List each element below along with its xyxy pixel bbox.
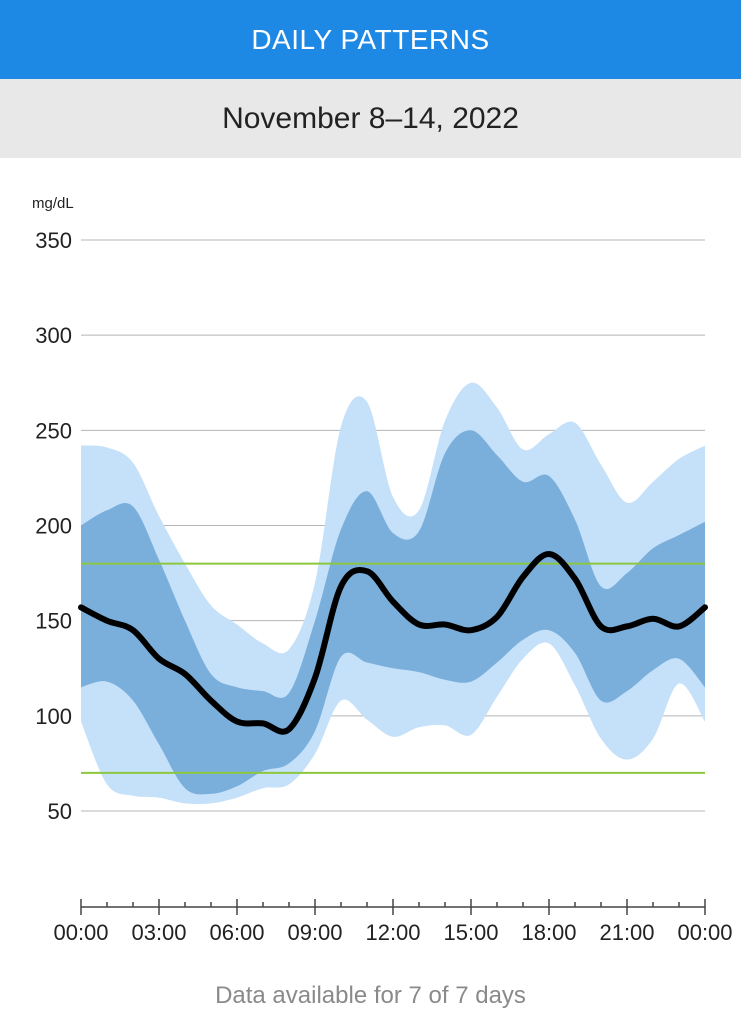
median-line [78, 551, 708, 735]
x-tick-label: 12:00 [365, 920, 420, 945]
y-tick-label: 300 [35, 323, 72, 348]
chart-area: mg/dL 350 300 250 200 150 100 50 00:00 03:00 06:00… [0, 158, 741, 1024]
y-axis-unit-label: mg/dL [32, 195, 74, 212]
y-tick-label: 100 [35, 704, 72, 729]
page-title: DAILY PATTERNS [251, 23, 490, 55]
daily-patterns-chart: mg/dL 350 300 250 200 150 100 50 00:00 03:00 06:00… [32, 195, 733, 945]
x-tick-label: 00:00 [53, 920, 108, 945]
x-tick-label: 15:00 [443, 920, 498, 945]
x-tick-label: 06:00 [209, 920, 264, 945]
data-availability-note: Data available for 7 of 7 days [215, 982, 526, 1009]
x-tick-label: 03:00 [131, 920, 186, 945]
x-tick-label: 09:00 [287, 920, 342, 945]
date-range-label: November 8–14, 2022 [222, 101, 519, 135]
y-tick-label: 250 [35, 418, 72, 443]
page-header: DAILY PATTERNS [0, 0, 741, 79]
x-tick-label: 18:00 [521, 920, 576, 945]
date-range-bar: November 8–14, 2022 [0, 79, 741, 158]
y-tick-label: 350 [35, 228, 72, 253]
y-tick-label: 150 [35, 609, 72, 634]
band-25-75-percentile [81, 430, 705, 795]
y-tick-label: 200 [35, 514, 72, 539]
x-tick-label: 21:00 [599, 920, 654, 945]
x-tick-label: 00:00 [677, 920, 732, 945]
y-tick-label: 50 [48, 799, 72, 824]
